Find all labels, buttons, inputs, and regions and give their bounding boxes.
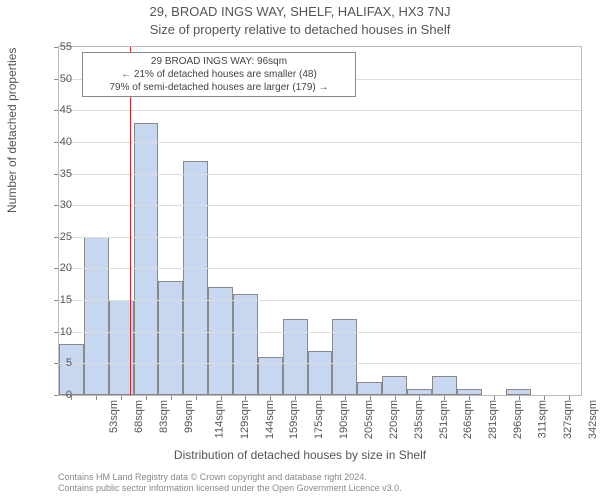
x-tick-label: 311sqm [536,400,548,438]
histogram-bar [183,161,208,395]
x-axis-label: Distribution of detached houses by size … [0,448,600,462]
histogram-bar [332,319,357,395]
histogram-bar [382,376,407,395]
x-tick-label: 190sqm [338,400,350,439]
y-tick-label: 40 [32,136,72,148]
x-tick-mark [146,396,147,400]
histogram-bar [134,123,159,395]
grid-line [59,110,581,111]
x-tick-mark [196,396,197,400]
grid-line [59,237,581,238]
histogram-bar [59,344,84,395]
grid-line [59,363,581,364]
y-tick-label: 50 [32,73,72,85]
y-tick-label: 25 [32,231,72,243]
histogram-bar [208,287,233,395]
x-tick-label: 99sqm [183,400,195,433]
x-tick-label: 342sqm [587,400,599,439]
annotation-line-1: 29 BROAD INGS WAY: 96sqm [89,55,349,68]
x-tick-mark [121,396,122,400]
x-tick-label: 235sqm [413,400,425,439]
histogram-bar [233,294,258,395]
x-tick-label: 251sqm [438,400,450,439]
y-tick-label: 0 [32,389,72,401]
x-tick-label: 220sqm [388,400,400,439]
credit-text: Contains HM Land Registry data © Crown c… [58,472,582,495]
annotation-line-3: 79% of semi-detached houses are larger (… [89,81,349,94]
histogram-bar [407,389,432,395]
y-tick-label: 5 [32,357,72,369]
histogram-bar [357,382,382,395]
histogram-bar [283,319,308,395]
histogram-bar [308,351,333,395]
y-tick-label: 35 [32,168,72,180]
chart-title: Size of property relative to detached ho… [0,22,600,37]
y-tick-label: 55 [32,41,72,53]
x-tick-mark [96,396,97,400]
x-tick-label: 83sqm [158,400,170,433]
x-tick-label: 266sqm [463,400,475,439]
x-tick-label: 129sqm [239,400,251,439]
histogram-bar [432,376,457,395]
x-tick-label: 296sqm [512,400,524,439]
annotation-box: 29 BROAD INGS WAY: 96sqm← 21% of detache… [82,52,356,97]
grid-line [59,174,581,175]
credit-line-2: Contains public sector information licen… [58,483,582,494]
x-tick-label: 114sqm [213,400,225,438]
histogram-bar [506,389,531,395]
x-tick-label: 144sqm [264,400,276,439]
bars-layer [59,47,581,395]
y-tick-label: 10 [32,326,72,338]
histogram-bar [84,237,109,395]
x-tick-label: 327sqm [562,400,574,439]
y-tick-label: 30 [32,199,72,211]
y-axis-label: Number of detached properties [5,48,19,213]
x-tick-label: 159sqm [289,400,301,439]
chart-supertitle: 29, BROAD INGS WAY, SHELF, HALIFAX, HX3 … [0,4,600,19]
grid-line [59,205,581,206]
grid-line [59,300,581,301]
annotation-line-2: ← 21% of detached houses are smaller (48… [89,68,349,81]
y-tick-label: 15 [32,294,72,306]
x-tick-label: 281sqm [487,400,499,439]
x-tick-label: 68sqm [133,400,145,433]
x-tick-label: 205sqm [363,400,375,439]
x-tick-mark [171,396,172,400]
grid-line [59,332,581,333]
plot-area [58,46,582,396]
grid-line [59,142,581,143]
credit-line-1: Contains HM Land Registry data © Crown c… [58,472,582,483]
x-tick-label: 53sqm [108,400,120,433]
grid-line [59,268,581,269]
y-tick-label: 20 [32,262,72,274]
histogram-bar [158,281,183,395]
y-tick-label: 45 [32,104,72,116]
chart-root: 29, BROAD INGS WAY, SHELF, HALIFAX, HX3 … [0,0,600,500]
histogram-bar [457,389,482,395]
x-tick-label: 175sqm [313,400,325,439]
reference-line [130,47,131,395]
